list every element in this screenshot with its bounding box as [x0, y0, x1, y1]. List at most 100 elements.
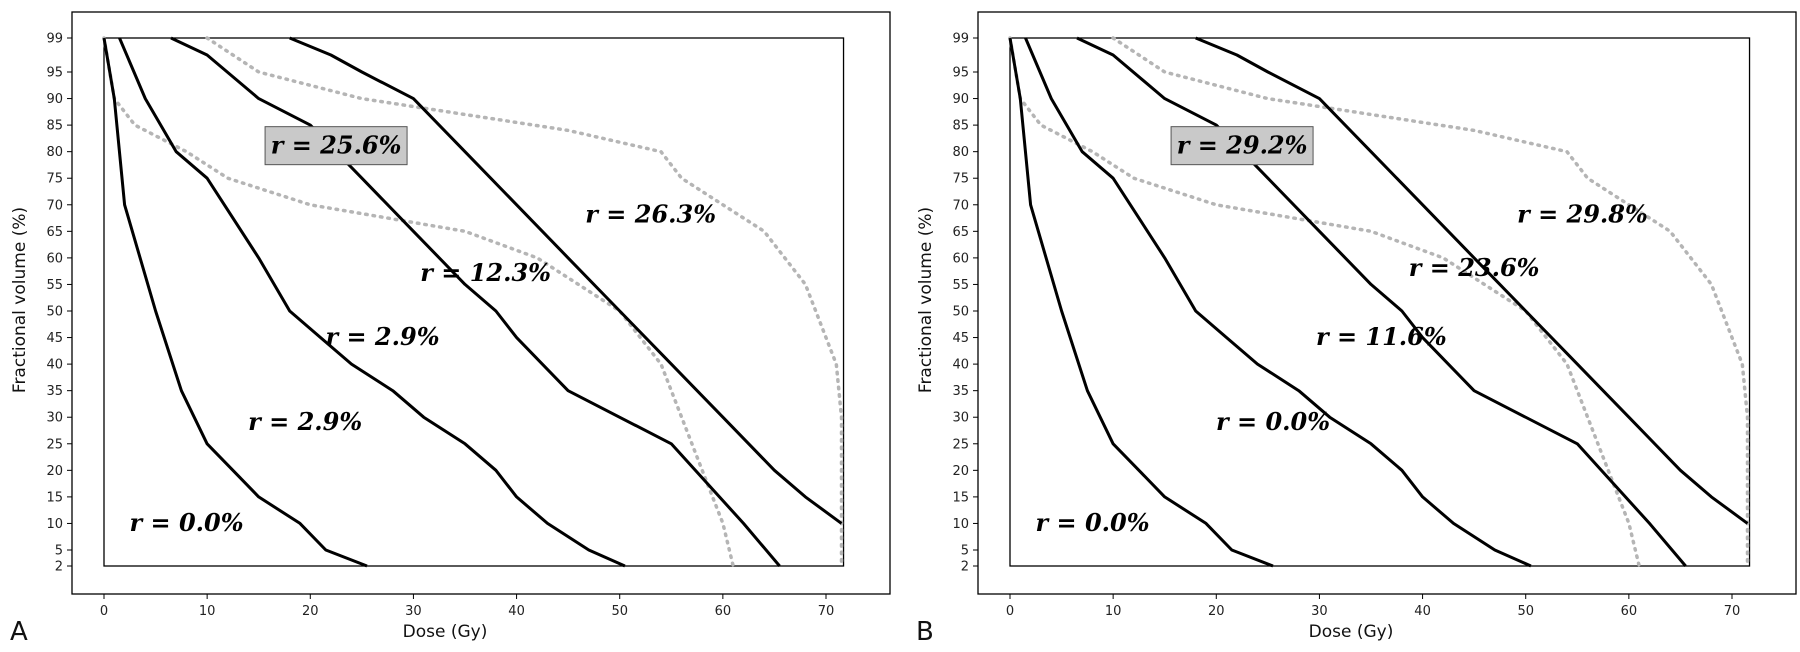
x-tick-label: 30	[405, 604, 422, 619]
r-label-3: r = 12.3%	[420, 258, 551, 287]
y-tick-label: 25	[46, 437, 63, 452]
y-tick-label: 45	[46, 331, 63, 346]
r-label-2: r = 26.3%	[585, 200, 716, 229]
y-tick-label: 90	[952, 92, 969, 107]
plot-area: 0 10 20 30 40 50 60 70 25 10 15 20 25 30 35 40 45 50 55 60 6…	[916, 11, 1797, 647]
x-tick-label: 70	[1724, 604, 1741, 619]
y-tick-label: 65	[46, 225, 63, 240]
r-label-2: r = 29.8%	[1517, 200, 1648, 229]
x-tick-label: 60	[715, 604, 732, 619]
series-line-3	[1076, 36, 1687, 567]
y-tick-label: 85	[46, 119, 63, 134]
y-tick-label: 99	[952, 32, 969, 47]
data-box	[1009, 37, 1751, 567]
y-tick-label: 50	[952, 305, 969, 320]
axes-frame	[71, 11, 891, 595]
series-line-2	[118, 37, 626, 568]
reference-dotted-curve-2	[1111, 36, 1750, 568]
y-tick-label: 20	[952, 464, 969, 479]
panel-letter: B	[916, 617, 934, 647]
y-tick-label: 25	[952, 437, 969, 452]
y-tick-label: 65	[952, 225, 969, 240]
y-tick-label: 60	[952, 251, 969, 266]
y-tick-label: 90	[46, 92, 63, 107]
x-tick-label: 60	[1621, 604, 1638, 619]
r-label-5: r = 2.9%	[248, 407, 362, 436]
panel-letter: A	[10, 617, 28, 647]
highlight-label-box	[264, 126, 408, 166]
y-tick-label: 70	[952, 198, 969, 213]
y-tick-label: 30	[952, 411, 969, 426]
r-label-6: r = 0.0%	[1035, 508, 1149, 537]
y-tick-label: 40	[46, 358, 63, 373]
y-tick-label: 85	[952, 119, 969, 134]
x-axis-label: Dose (Gy)	[403, 622, 488, 642]
data-box	[103, 37, 845, 567]
y-tick-label: 70	[46, 198, 63, 213]
y-tick-label: 80	[952, 145, 969, 160]
y-tick-label: 2	[55, 560, 63, 575]
y-tick-label: 10	[46, 517, 63, 532]
plot-area: 0 10 20 30 40 50 60 70 25 10 15 20 25 30 35 40 45 50 55 60 6…	[10, 11, 891, 647]
y-axis-label: Fractional volume (%)	[916, 207, 936, 393]
r-label-6: r = 0.0%	[129, 508, 243, 537]
y-tick-label: 30	[46, 411, 63, 426]
y-tick-label: 99	[46, 32, 63, 47]
y-tick-label: 20	[46, 464, 63, 479]
x-tick-label: 40	[1414, 604, 1431, 619]
reference-dotted-curve-1	[102, 36, 735, 568]
y-tick-label: 40	[952, 358, 969, 373]
r-label-5: r = 0.0%	[1216, 407, 1330, 436]
panel-a: 0 10 20 30 40 50 60 70 2 5 10 15 20 25 30 35 40 45 50 55 60 6…	[0, 0, 900, 648]
y-tick-label: 95	[952, 66, 969, 81]
y-tick-label: 45	[952, 331, 969, 346]
x-axis-label: Dose (Gy)	[1309, 622, 1394, 642]
series-line-2	[1024, 37, 1532, 568]
x-tick-label: 10	[199, 604, 216, 619]
x-tick-label: 10	[1105, 604, 1122, 619]
r-label-4: r = 2.9%	[325, 322, 439, 351]
series-line-4	[289, 36, 843, 525]
x-tick-label: 70	[818, 604, 835, 619]
y-tick-label: 5	[55, 544, 63, 559]
x-tick-label: 0	[1006, 604, 1014, 619]
x-tick-label: 20	[1208, 604, 1225, 619]
r-label-4: r = 11.6%	[1316, 322, 1447, 351]
y-tick-label: 50	[46, 305, 63, 320]
y-tick-label: 55	[46, 278, 63, 293]
y-tick-label: 35	[46, 384, 63, 399]
y-axis-label: Fractional volume (%)	[10, 207, 30, 393]
series-line-4	[1195, 36, 1749, 525]
x-tick-label: 20	[302, 604, 319, 619]
highlight-r-label: r = 25.6%	[271, 131, 402, 160]
x-tick-label: 50	[611, 604, 628, 619]
x-tick-label: 30	[1311, 604, 1328, 619]
y-tick-label: 60	[46, 251, 63, 266]
y-tick-label: 80	[46, 145, 63, 160]
series-line-3	[170, 36, 781, 567]
y-tick-label: 75	[952, 172, 969, 187]
y-tick-label: 95	[46, 66, 63, 81]
r-label-3: r = 23.6%	[1409, 253, 1540, 282]
y-tick-label: 35	[952, 384, 969, 399]
chart-a: 0 10 20 30 40 50 60 70 25 10 15 20 25 30 35 40 45 50 55 60 6…	[10, 11, 891, 647]
axes-frame	[977, 11, 1797, 595]
x-tick-label: 0	[100, 604, 108, 619]
highlight-r-label: r = 29.2%	[1177, 131, 1308, 160]
highlight-label-box	[1170, 126, 1314, 166]
panel-b: 0 10 20 30 40 50 60 70 2 5 10 15 20 25 30 35 40 45 50 55 60 6…	[906, 0, 1800, 648]
y-tick-label: 15	[46, 490, 63, 505]
chart-b: 0 10 20 30 40 50 60 70 25 10 15 20 25 30 35 40 45 50 55 60 6…	[916, 11, 1797, 647]
series-line-1	[1008, 37, 1274, 568]
x-tick-label: 50	[1517, 604, 1534, 619]
x-tick-label: 40	[508, 604, 525, 619]
series-line-1	[102, 37, 368, 568]
reference-dotted-curve-2	[205, 36, 844, 568]
y-tick-label: 55	[952, 278, 969, 293]
y-tick-label: 15	[952, 490, 969, 505]
y-tick-label: 10	[952, 517, 969, 532]
y-tick-label: 2	[961, 560, 969, 575]
y-tick-label: 5	[961, 544, 969, 559]
reference-dotted-curve-1	[1008, 36, 1641, 568]
y-tick-label: 75	[46, 172, 63, 187]
